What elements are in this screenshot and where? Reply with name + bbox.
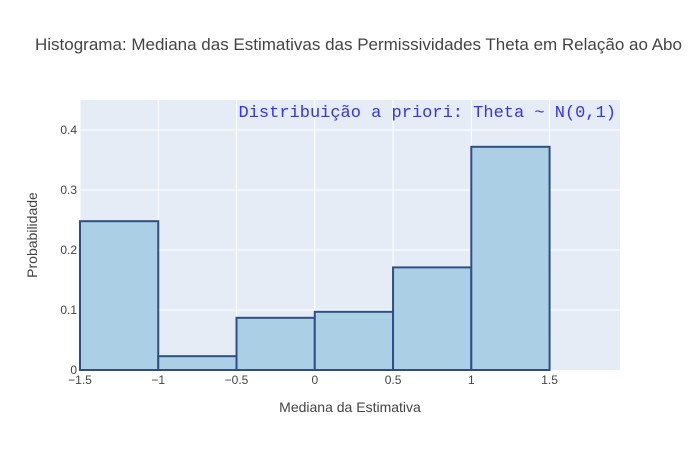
chart-title: Histograma: Mediana das Estimativas das … bbox=[35, 35, 682, 54]
y-tick-label: 0.3 bbox=[60, 183, 77, 197]
y-tick-label: 0 bbox=[70, 363, 77, 377]
y-tick-label: 0.4 bbox=[60, 123, 77, 137]
histogram-bar-5 bbox=[392, 266, 473, 371]
x-axis-ticks: −1.5 −1 −0.5 0 0.5 1 1.5 bbox=[68, 373, 558, 387]
x-tick-label: −0.5 bbox=[225, 373, 249, 387]
y-tick-label: 0.2 bbox=[60, 243, 77, 257]
x-tick-label: 1.5 bbox=[541, 373, 558, 387]
histogram-bar-2 bbox=[157, 355, 238, 372]
x-tick-label: −1.5 bbox=[68, 373, 92, 387]
y-axis-title: Probabilidade bbox=[24, 192, 40, 278]
x-tick-label: 0 bbox=[311, 373, 318, 387]
x-tick-label: 1 bbox=[468, 373, 475, 387]
x-axis-title: Mediana da Estimativa bbox=[279, 399, 421, 415]
y-tick-label: 0.1 bbox=[60, 303, 77, 317]
histogram-bar-4 bbox=[313, 310, 395, 371]
histogram-bar-6 bbox=[470, 145, 551, 371]
x-tick-label: 0.5 bbox=[385, 373, 402, 387]
histogram-bar-1 bbox=[79, 220, 160, 371]
prior-annotation: Distribuição a priori: Theta ~ N(0,1) bbox=[239, 104, 616, 123]
y-axis-ticks: 0 0.1 0.2 0.3 0.4 bbox=[60, 123, 77, 377]
histogram-bar-3 bbox=[235, 316, 316, 371]
x-tick-label: −1 bbox=[151, 373, 165, 387]
histogram-bars bbox=[79, 145, 551, 372]
